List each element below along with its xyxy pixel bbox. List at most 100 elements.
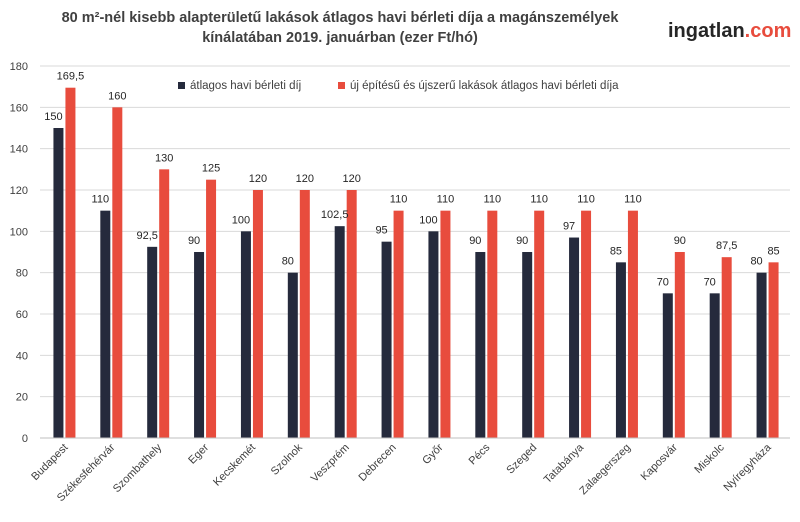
bar-uj-epitesu xyxy=(721,257,732,438)
data-label: 130 xyxy=(155,152,173,164)
chart-title-line1: 80 m²-nél kisebb alapterületű lakások át… xyxy=(61,10,619,26)
bar-atlagos xyxy=(475,252,486,438)
bar-uj-epitesu xyxy=(159,169,170,439)
data-label: 110 xyxy=(437,194,455,206)
bar-uj-epitesu xyxy=(534,210,545,438)
category-label: Eger xyxy=(186,441,211,466)
data-label: 110 xyxy=(530,194,548,206)
bars xyxy=(53,87,779,439)
category-label: Szeged xyxy=(504,442,539,477)
bar-atlagos xyxy=(756,272,767,438)
data-label: 169,5 xyxy=(57,71,85,83)
data-label: 100 xyxy=(419,214,437,226)
data-labels: 150 169,5 110 160 92,5 130 90 125 100 120 80 120 102… xyxy=(44,71,779,289)
data-label: 120 xyxy=(249,173,267,185)
data-label: 110 xyxy=(577,194,595,206)
bar-atlagos xyxy=(428,231,439,438)
bar-uj-epitesu xyxy=(581,210,592,438)
legend-entry: átlagos havi bérleti díj xyxy=(190,80,301,92)
brand-suffix: .com xyxy=(744,20,792,42)
data-label: 80 xyxy=(750,256,762,268)
bar-atlagos xyxy=(194,252,205,438)
data-label: 110 xyxy=(92,194,110,206)
bar-atlagos xyxy=(240,231,251,438)
category-label: Kecskemét xyxy=(211,442,258,489)
bar-atlagos xyxy=(615,262,626,438)
y-tick-label: 160 xyxy=(10,102,28,114)
data-label: 90 xyxy=(674,235,686,247)
bar-atlagos xyxy=(709,293,720,438)
bar-uj-epitesu xyxy=(393,210,404,438)
data-label: 110 xyxy=(624,194,642,206)
bar-atlagos xyxy=(147,246,158,438)
brand-logo: ingatlan.com xyxy=(668,20,791,43)
data-label: 100 xyxy=(232,214,250,226)
bar-uj-epitesu xyxy=(674,252,685,438)
data-label: 95 xyxy=(375,225,387,237)
category-label: Debrecen xyxy=(356,442,398,484)
data-label: 110 xyxy=(484,194,502,206)
category-label: Budapest xyxy=(29,442,70,483)
category-label: Miskolc xyxy=(692,441,727,476)
bar-uj-epitesu xyxy=(487,210,498,438)
data-label: 150 xyxy=(44,111,62,123)
data-label: 160 xyxy=(108,90,126,102)
category-label: Pécs xyxy=(467,441,493,467)
y-tick-label: 100 xyxy=(10,226,28,238)
chart-title-line2: kínálatában 2019. januárban (ezer Ft/hó) xyxy=(202,30,478,46)
y-tick-label: 0 xyxy=(22,433,28,445)
data-label: 97 xyxy=(563,221,575,233)
bar-uj-epitesu xyxy=(112,107,123,438)
bar-atlagos xyxy=(100,210,111,438)
bar-atlagos xyxy=(522,252,533,438)
data-label: 92,5 xyxy=(136,230,157,242)
bar-uj-epitesu xyxy=(65,87,76,438)
data-label: 120 xyxy=(343,173,361,185)
bar-uj-epitesu xyxy=(299,190,310,438)
bar-atlagos xyxy=(381,241,392,438)
data-label: 90 xyxy=(188,235,200,247)
y-tick-label: 40 xyxy=(16,350,28,362)
data-label: 110 xyxy=(390,194,408,206)
data-label: 85 xyxy=(767,245,779,257)
data-label: 70 xyxy=(704,276,716,288)
y-tick-label: 180 xyxy=(10,61,28,73)
data-label: 70 xyxy=(657,276,669,288)
legend: átlagos havi bérleti díj új építésű és új… xyxy=(178,80,619,92)
bar-atlagos xyxy=(334,226,345,438)
bar-uj-epitesu xyxy=(768,262,779,438)
y-tick-label: 60 xyxy=(16,309,28,321)
data-label: 90 xyxy=(516,235,528,247)
y-tick-label: 120 xyxy=(10,185,28,197)
chart-title: 80 m²-nél kisebb alapterületű lakások át… xyxy=(40,8,640,48)
data-label: 125 xyxy=(202,163,220,175)
data-label: 85 xyxy=(610,245,622,257)
legend-swatch xyxy=(178,82,185,89)
legend-entry: új építésű és újszerű lakások átlagos ha… xyxy=(350,80,619,92)
bar-atlagos xyxy=(662,293,673,438)
data-label: 90 xyxy=(469,235,481,247)
bar-atlagos xyxy=(569,237,580,438)
category-label: Veszprém xyxy=(309,442,352,485)
bar-uj-epitesu xyxy=(252,190,263,438)
data-label: 102,5 xyxy=(321,209,349,221)
brand-name: ingatlan xyxy=(668,20,745,42)
bar-uj-epitesu xyxy=(206,179,217,438)
category-label: Nyíregyháza xyxy=(722,441,775,494)
y-tick-label: 80 xyxy=(16,268,28,280)
bar-uj-epitesu xyxy=(440,210,451,438)
bar-atlagos xyxy=(53,128,64,438)
bar-atlagos xyxy=(287,272,298,438)
y-tick-label: 20 xyxy=(16,392,28,404)
category-label: Kaposvár xyxy=(639,441,681,483)
data-label: 87,5 xyxy=(716,240,737,252)
bar-uj-epitesu xyxy=(346,190,357,438)
legend-swatch xyxy=(338,82,345,89)
data-label: 120 xyxy=(296,173,314,185)
data-label: 80 xyxy=(282,256,294,268)
category-label: Tatabánya xyxy=(542,441,587,486)
category-label: Győr xyxy=(420,441,446,467)
bar-uj-epitesu xyxy=(627,210,638,438)
y-tick-label: 140 xyxy=(10,144,28,156)
